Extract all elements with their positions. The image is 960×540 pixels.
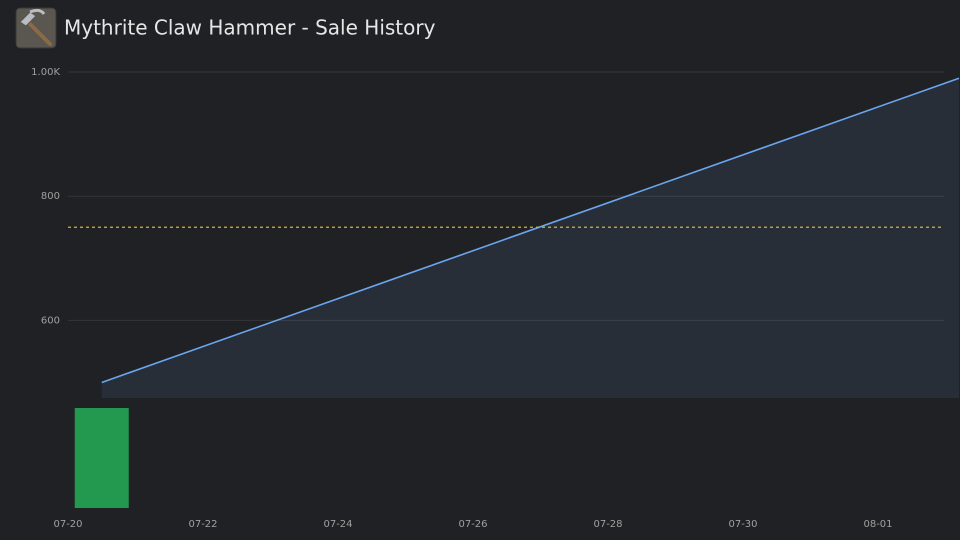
y-tick-label: 1.00K <box>31 67 60 78</box>
x-tick-label: 07-26 <box>458 519 487 530</box>
area <box>101 78 959 398</box>
x-tick-label: 07-20 <box>53 519 82 530</box>
item-icon <box>15 7 57 49</box>
x-tick-label: 07-22 <box>188 519 217 530</box>
y-tick-label: 800 <box>41 191 60 202</box>
volume-bar <box>74 408 129 508</box>
x-tick-label: 07-30 <box>728 519 757 530</box>
x-tick-label: 07-24 <box>323 519 352 530</box>
x-tick-label: 07-28 <box>593 519 622 530</box>
chart-title: Mythrite Claw Hammer - Sale History <box>64 16 436 40</box>
y-tick-label: 600 <box>41 315 60 326</box>
x-tick-label: 08-01 <box>863 519 892 530</box>
price-line <box>101 77 960 384</box>
